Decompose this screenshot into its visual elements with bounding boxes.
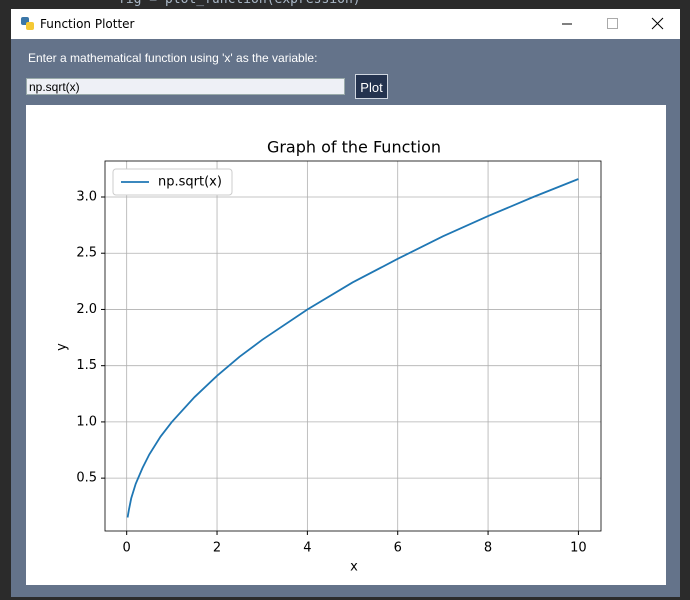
window-title: Function Plotter <box>40 17 135 31</box>
x-tick-label: 10 <box>570 541 587 556</box>
y-tick-label: 2.0 <box>76 302 97 317</box>
background-code: fig = plot_function(expression) <box>118 0 361 7</box>
window-controls[interactable] <box>551 9 680 39</box>
y-tick-label: 2.5 <box>76 246 97 261</box>
y-axis-label: y <box>55 343 70 351</box>
x-tick-label: 6 <box>394 541 402 556</box>
x-tick-label: 0 <box>123 541 131 556</box>
x-tick-label: 2 <box>213 541 221 556</box>
x-axis-label: x <box>350 560 358 575</box>
app-icon <box>21 17 34 30</box>
close[interactable] <box>651 17 664 30</box>
data-line <box>126 178 579 518</box>
prompt-label: Enter a mathematical function using 'x' … <box>28 51 318 65</box>
y-tick-label: 1.0 <box>76 414 97 429</box>
x-tick-label: 8 <box>484 541 492 556</box>
title-bar: Function Plotter <box>11 9 680 39</box>
maximize[interactable] <box>607 18 618 29</box>
plot-frame <box>104 160 602 532</box>
y-tick-label: 0.5 <box>76 471 97 486</box>
function-input[interactable]: np.sqrt(x) <box>26 78 345 95</box>
legend-box <box>112 168 233 196</box>
y-tick-label: 1.5 <box>76 358 97 373</box>
chart: Graph of the Function x y 0 2 4 6 8 10 0.5 1.0 1… <box>26 105 666 585</box>
x-tick-label: 4 <box>303 541 311 556</box>
y-tick-label: 3.0 <box>76 189 97 204</box>
window: Function Plotter Enter a mathematical fu… <box>11 9 680 597</box>
legend-label: np.sqrt(x) <box>158 175 222 190</box>
chart-title: Graph of the Function <box>267 138 441 157</box>
plot-button[interactable]: Plot <box>355 74 388 99</box>
